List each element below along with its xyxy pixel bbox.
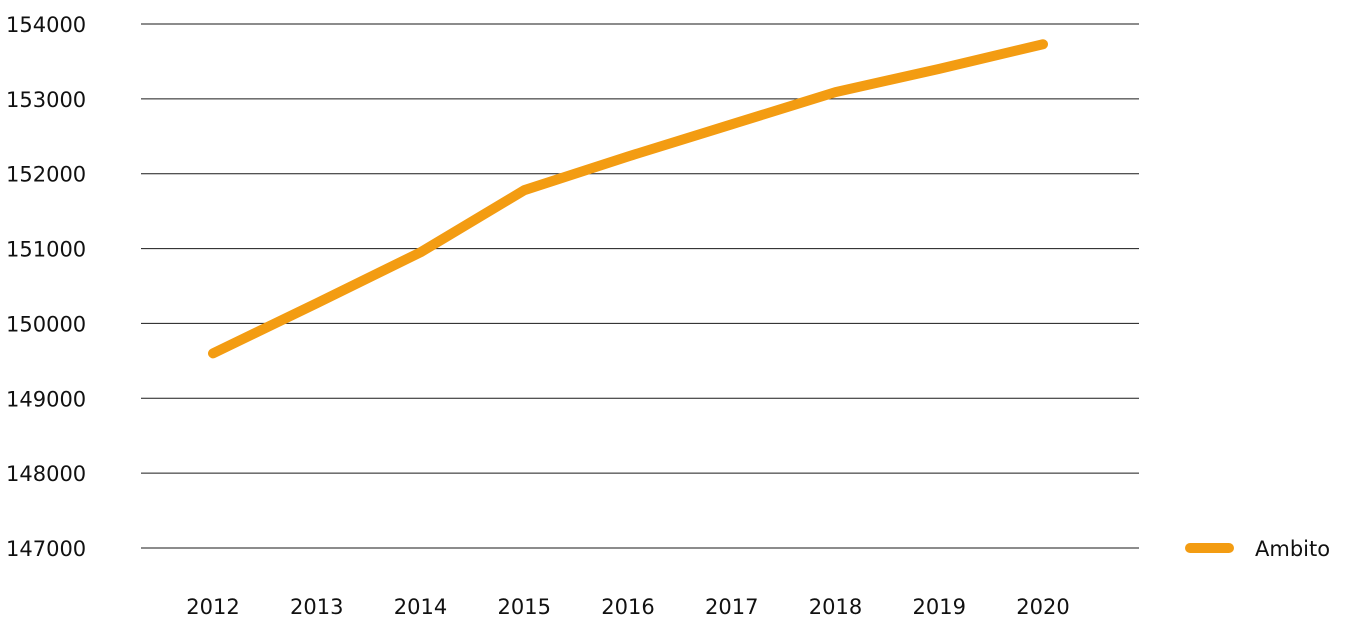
y-tick-label-149000: 149000	[6, 387, 86, 411]
y-axis-tick-labels: 154000 153000 152000 151000 150000 149000 1480…	[6, 13, 86, 561]
series-line-ambito	[208, 39, 1048, 359]
x-tick-label-2018: 2018	[809, 595, 862, 619]
y-tick-label-153000: 153000	[6, 88, 86, 112]
x-tick-label-2017: 2017	[705, 595, 758, 619]
y-tick-label-151000: 151000	[6, 238, 86, 262]
y-tick-label-147000: 147000	[6, 537, 86, 561]
x-axis-tick-labels: 2012 2013 2014 2015 2016 2017 2018 2019 2020	[186, 595, 1069, 619]
gridlines	[141, 23, 1139, 549]
x-tick-label-2014: 2014	[394, 595, 447, 619]
x-tick-label-2019: 2019	[913, 595, 966, 619]
x-tick-label-2013: 2013	[290, 595, 343, 619]
series-lines	[208, 39, 1048, 359]
y-tick-label-150000: 150000	[6, 312, 86, 336]
y-tick-label-152000: 152000	[6, 163, 86, 187]
x-tick-label-2020: 2020	[1016, 595, 1069, 619]
x-tick-label-2012: 2012	[186, 595, 239, 619]
legend-label-ambito: Ambito	[1255, 537, 1330, 561]
y-tick-label-148000: 148000	[6, 462, 86, 486]
x-tick-label-2016: 2016	[601, 595, 654, 619]
y-tick-label-154000: 154000	[6, 13, 86, 37]
legend: Ambito	[1185, 537, 1330, 561]
x-tick-label-2015: 2015	[498, 595, 551, 619]
